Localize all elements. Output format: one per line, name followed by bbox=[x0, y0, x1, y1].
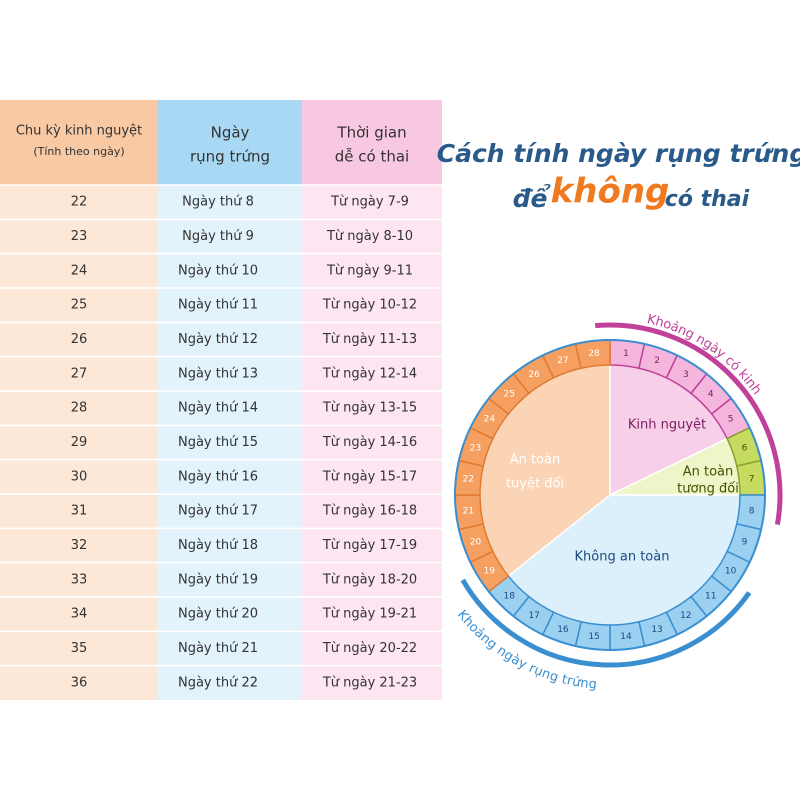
day-number: 17 bbox=[528, 611, 539, 621]
day-number: 1 bbox=[623, 349, 629, 359]
title: có thai bbox=[665, 187, 750, 212]
cell: Ngày thứ 11 bbox=[178, 298, 258, 313]
header-bg bbox=[158, 100, 302, 185]
day-number: 20 bbox=[470, 538, 482, 548]
cell: 23 bbox=[71, 229, 88, 244]
cell: Từ ngày 12-14 bbox=[322, 366, 417, 381]
cell: Từ ngày 16-18 bbox=[322, 504, 417, 519]
cell: Từ ngày 9-11 bbox=[326, 263, 413, 278]
day-number: 8 bbox=[749, 506, 755, 516]
cell: Từ ngày 11-13 bbox=[322, 332, 417, 347]
cell: 32 bbox=[71, 538, 88, 553]
day-number: 26 bbox=[528, 370, 540, 380]
cell: Từ ngày 13-15 bbox=[322, 401, 417, 416]
sector-label: An toàn bbox=[683, 465, 734, 480]
cell: 29 bbox=[71, 435, 88, 450]
cell: Ngày thứ 21 bbox=[178, 641, 258, 656]
cell: Từ ngày 18-20 bbox=[322, 572, 417, 587]
cell: 25 bbox=[71, 298, 88, 313]
cell: 33 bbox=[71, 572, 88, 587]
day-number: 16 bbox=[557, 625, 569, 635]
cell: Ngày thứ 8 bbox=[182, 195, 254, 210]
cell: Ngày thứ 19 bbox=[178, 572, 258, 587]
sector-label: tương đối bbox=[677, 482, 739, 497]
day-number: 12 bbox=[680, 611, 691, 621]
day-number: 4 bbox=[708, 390, 714, 400]
cell: Ngày thứ 15 bbox=[178, 435, 258, 450]
header-bg bbox=[0, 100, 158, 185]
ring-border bbox=[454, 339, 766, 651]
cell: 36 bbox=[71, 675, 88, 690]
day-number: 10 bbox=[725, 566, 737, 576]
day-number: 13 bbox=[651, 625, 662, 635]
header: Ngày bbox=[211, 124, 250, 142]
day-number: 25 bbox=[504, 390, 515, 400]
cell: Từ ngày 14-16 bbox=[322, 435, 417, 450]
cell: 28 bbox=[71, 401, 88, 416]
cell: Ngày thứ 13 bbox=[178, 366, 258, 381]
ovulation-arc bbox=[460, 578, 752, 668]
cell: Ngày thứ 22 bbox=[178, 675, 258, 690]
sector-label: tuyệt đối bbox=[506, 477, 564, 492]
day-number: 2 bbox=[654, 356, 660, 366]
cell: Ngày thứ 14 bbox=[178, 401, 258, 416]
cell: Ngày thứ 20 bbox=[178, 607, 258, 622]
cell: Từ ngày 17-19 bbox=[322, 538, 417, 553]
day-number: 18 bbox=[504, 591, 516, 601]
cell: 26 bbox=[71, 332, 88, 347]
day-number: 14 bbox=[620, 632, 632, 642]
cell: Ngày thứ 9 bbox=[182, 229, 254, 244]
cell: Ngày thứ 16 bbox=[178, 469, 258, 484]
cell: 31 bbox=[71, 504, 88, 519]
cell: Từ ngày 15-17 bbox=[322, 469, 417, 484]
day-number: 23 bbox=[470, 443, 481, 453]
day-number: 3 bbox=[683, 370, 689, 380]
sector-label: An toàn bbox=[510, 453, 561, 468]
col-bg bbox=[0, 185, 158, 700]
day-number: 5 bbox=[728, 415, 734, 425]
day-number: 15 bbox=[588, 632, 599, 642]
header: Thời gian bbox=[336, 124, 406, 142]
cell: 24 bbox=[71, 263, 88, 278]
day-number: 24 bbox=[484, 415, 496, 425]
header: rụng trứng bbox=[190, 148, 270, 166]
cell: Từ ngày 10-12 bbox=[322, 298, 417, 313]
header: Chu kỳ kinh nguyệt bbox=[16, 124, 142, 139]
cell: 30 bbox=[71, 469, 88, 484]
day-number: 22 bbox=[463, 475, 474, 485]
day-number: 27 bbox=[557, 356, 568, 366]
cell: Từ ngày 21-23 bbox=[322, 675, 417, 690]
day-number: 6 bbox=[742, 443, 748, 453]
day-number: 21 bbox=[463, 506, 474, 516]
cell: Ngày thứ 17 bbox=[178, 504, 258, 519]
col-bg bbox=[302, 185, 442, 700]
title: Cách tính ngày rụng trứng bbox=[437, 139, 800, 168]
sector-label: Không an toàn bbox=[575, 550, 670, 565]
day-number: 11 bbox=[705, 591, 716, 601]
sector-label: Kinh nguyệt bbox=[628, 418, 706, 433]
col-bg bbox=[158, 185, 302, 700]
header: dễ có thai bbox=[335, 148, 409, 166]
cell: 27 bbox=[71, 366, 88, 381]
day-number: 19 bbox=[484, 566, 496, 576]
header-bg bbox=[302, 100, 442, 185]
cell: 35 bbox=[71, 641, 88, 656]
cell: Từ ngày 8-10 bbox=[326, 229, 413, 244]
cell: Ngày thứ 18 bbox=[178, 538, 258, 553]
title-emphasis: không bbox=[551, 172, 670, 212]
cell: Ngày thứ 10 bbox=[178, 263, 258, 278]
cell: Từ ngày 19-21 bbox=[322, 607, 417, 622]
title: để bbox=[513, 183, 552, 213]
cell: Ngày thứ 12 bbox=[178, 332, 258, 347]
period-arc bbox=[594, 322, 783, 525]
day-number: 7 bbox=[749, 475, 755, 485]
cell: Từ ngày 7-9 bbox=[330, 195, 409, 210]
cell: Từ ngày 20-22 bbox=[322, 641, 417, 656]
day-number: 28 bbox=[588, 349, 600, 359]
cell: 34 bbox=[71, 607, 88, 622]
header: (Tính theo ngày) bbox=[33, 145, 124, 158]
day-number: 9 bbox=[742, 538, 748, 548]
cell: 22 bbox=[71, 195, 88, 210]
